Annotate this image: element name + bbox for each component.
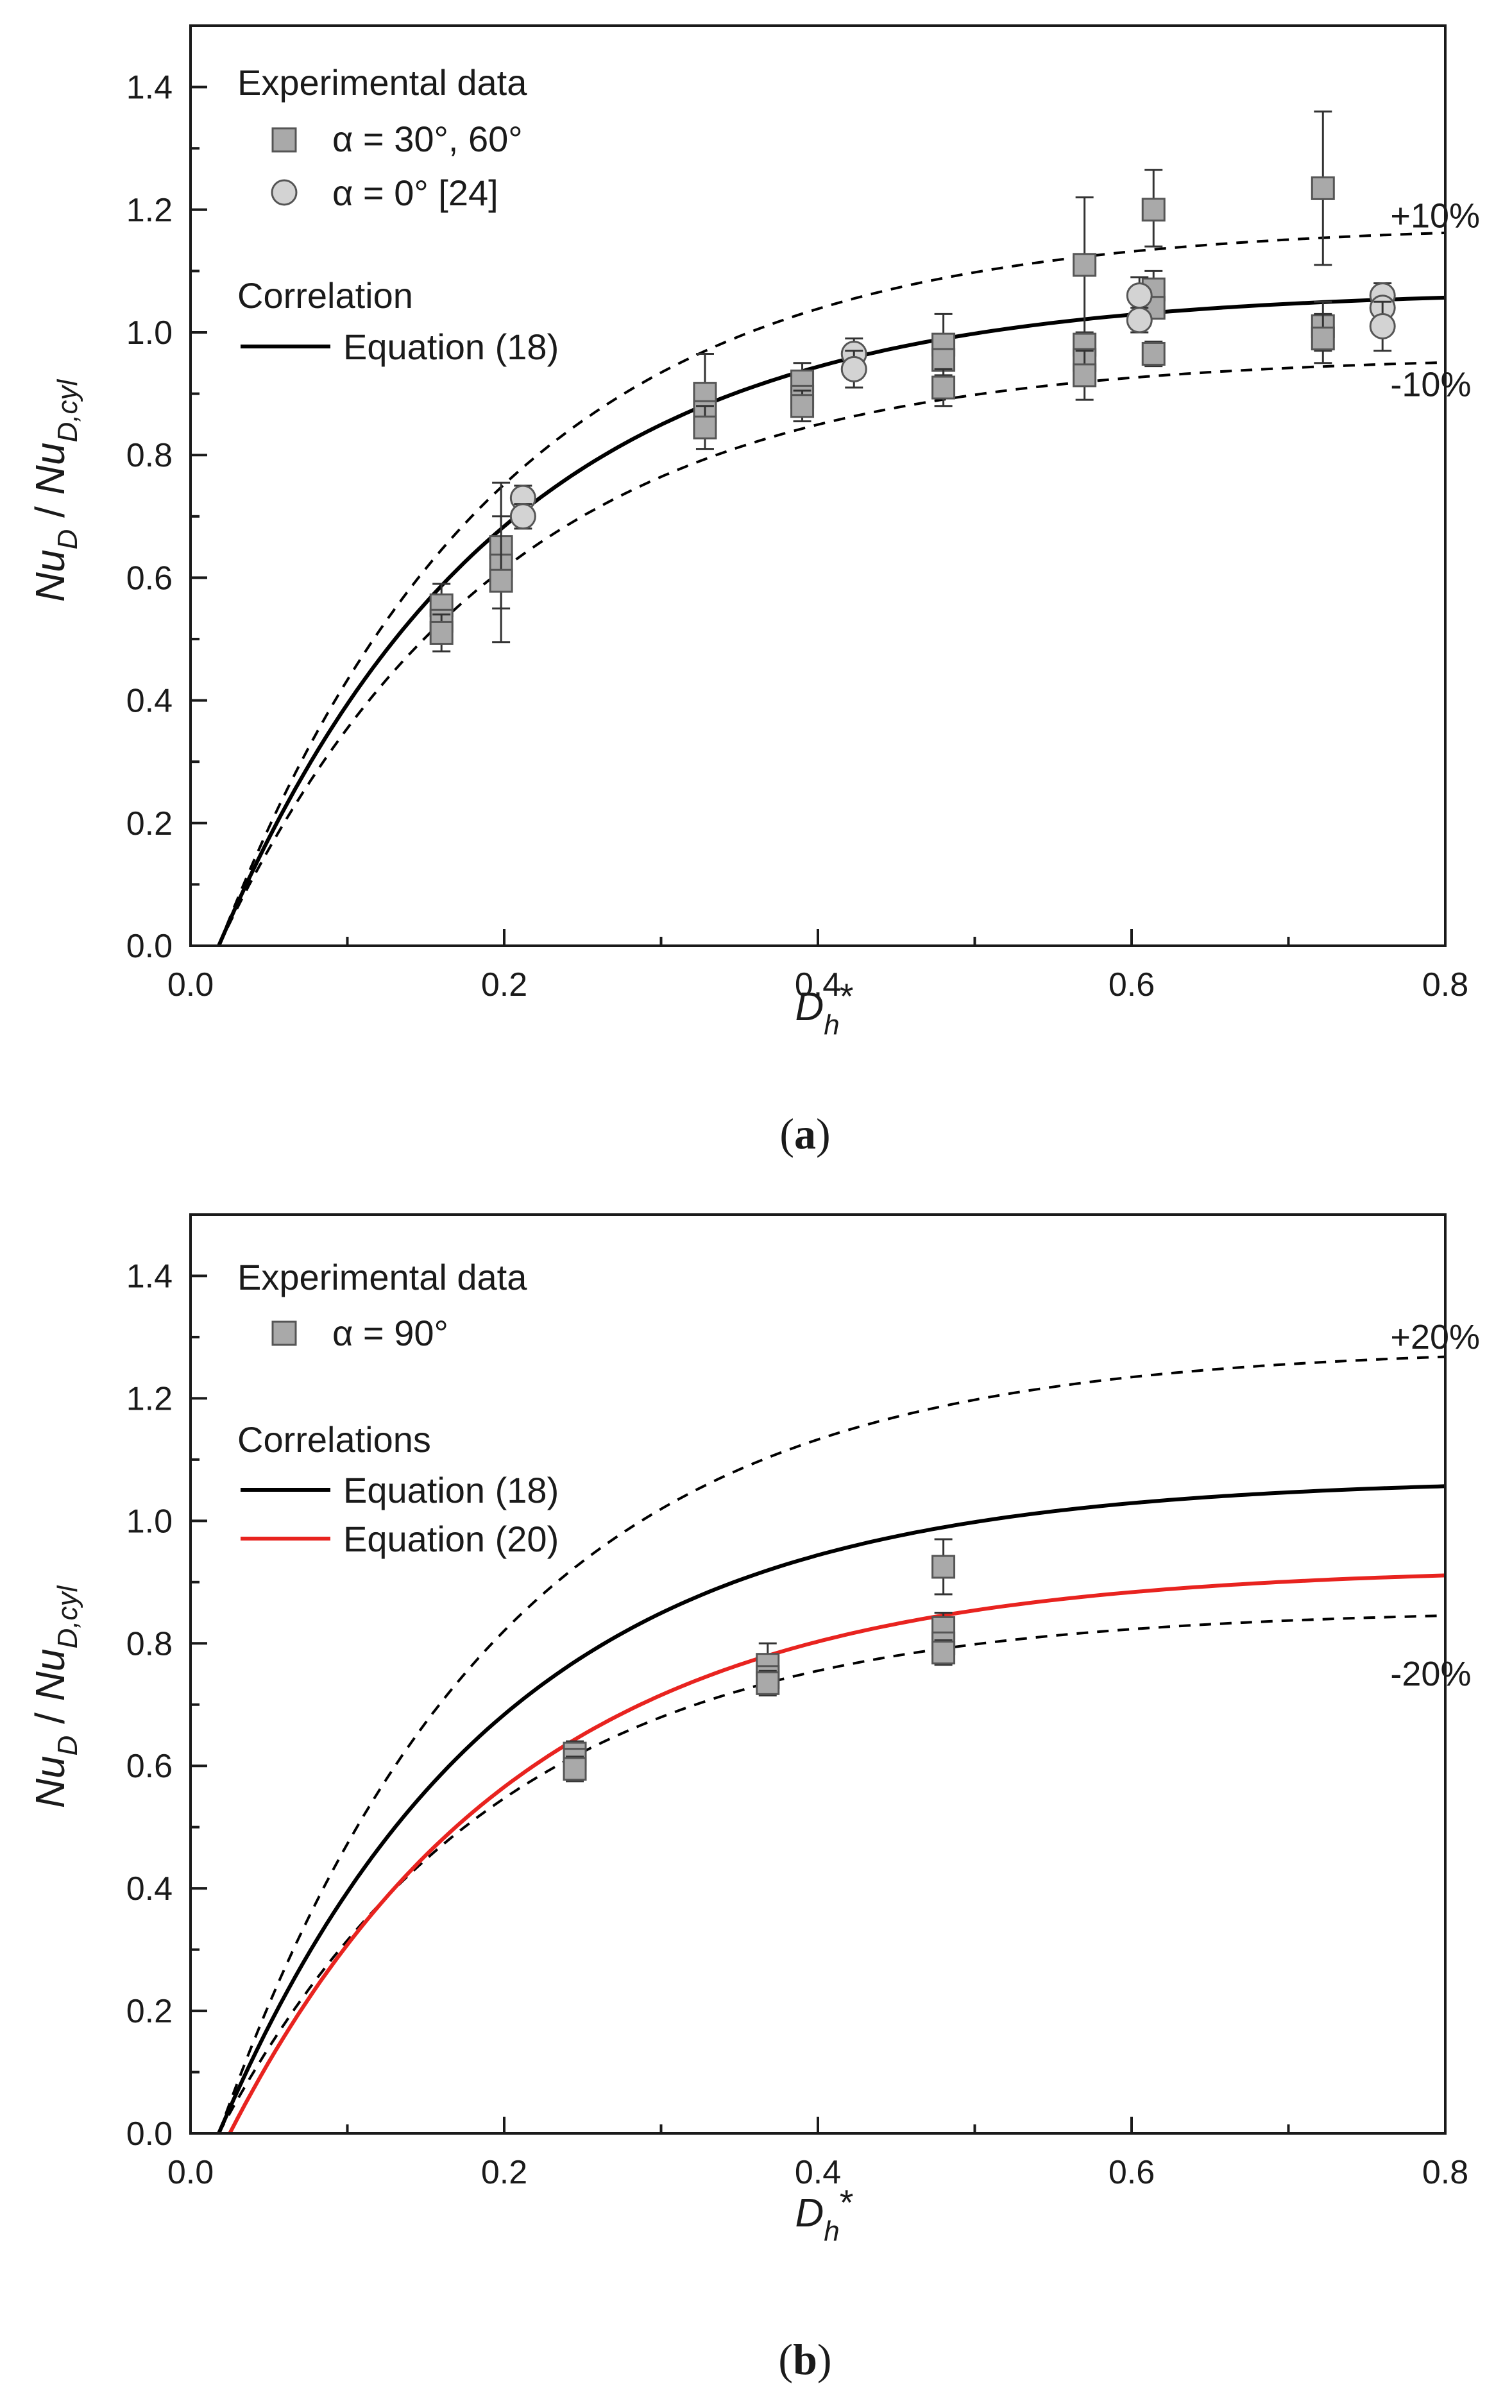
- y-tick-label: 0.4: [126, 1870, 173, 1908]
- data-point-square: [756, 1671, 780, 1695]
- panel-b-x-axis-title: Dh*: [795, 2182, 853, 2247]
- data-point-square: [1311, 176, 1335, 200]
- x-tick-label: 0.0: [167, 2154, 214, 2191]
- panel-a-legend-square-marker: [271, 127, 297, 153]
- data-point-square: [931, 375, 956, 400]
- y-tick-label: 1.0: [126, 314, 173, 352]
- panel-b-ticks: 0.0 0.2 0.4 0.6 0.8 0.0 0.2 0.4 0.6 0.8 1.0 1.2 1.4: [126, 1258, 1468, 2191]
- panel-a-legend-circle-marker: [271, 179, 298, 206]
- panel-a-curve-labels: +10% -10%: [1390, 196, 1480, 404]
- y-tick-label: 1.4: [126, 1258, 173, 1295]
- panel-a-legend-label-alpha-0: α = 0° [24]: [332, 173, 498, 213]
- data-point-square: [693, 415, 717, 440]
- data-point-square: [1073, 253, 1097, 277]
- x-tick-label: 0.6: [1109, 966, 1155, 1003]
- panel-b: 0.0 0.2 0.4 0.6 0.80.00.20.40.60.81.01.21.4 …: [27, 1213, 1480, 2384]
- data-point-square: [563, 1757, 587, 1781]
- panel-b-legend: Experimental data α = 90° Correlations E…: [237, 1257, 559, 1559]
- curve-label: -10%: [1390, 365, 1471, 404]
- y-tick-label: 0.6: [126, 559, 173, 597]
- y-tick-label: 1.2: [126, 192, 173, 229]
- data-point-square: [931, 1641, 956, 1665]
- x-tick-label: 0.4: [795, 966, 841, 1003]
- data-point-circle: [1126, 307, 1153, 334]
- panel-a-x-axis-title: Dh*: [795, 976, 853, 1041]
- panel-a-legend-label-alpha-30-60: α = 30°, 60°: [332, 119, 523, 159]
- y-tick-label: 0.4: [126, 683, 173, 720]
- curve-equation-18-: [217, 1484, 1446, 2135]
- panel-b-legend-label-equation-18: Equation (18): [343, 1470, 559, 1510]
- y-tick-label: 0.6: [126, 1748, 173, 1785]
- x-tick-label: 0.6: [1109, 2154, 1155, 2191]
- y-tick-label: 1.4: [126, 69, 173, 107]
- curve-label: +20%: [1390, 1318, 1480, 1356]
- x-tick-label: 0.2: [481, 966, 527, 1003]
- curve-equation-18-: [217, 295, 1446, 947]
- panel-a-legend-lines-title: Correlation: [237, 275, 413, 316]
- y-tick-label: 1.2: [126, 1380, 173, 1417]
- y-tick-label: 0.8: [126, 1625, 173, 1662]
- panel-a-legend-title: Experimental data: [237, 62, 527, 103]
- y-tick-label: 0.2: [126, 805, 173, 842]
- x-tick-label: 0.8: [1422, 966, 1468, 1003]
- y-tick-label: 0.2: [126, 1993, 173, 2030]
- panel-b-legend-lines-title: Correlations: [237, 1419, 431, 1460]
- x-tick-label: 0.8: [1422, 2154, 1468, 2191]
- panel-b-legend-label-alpha-90: α = 90°: [332, 1313, 448, 1353]
- panel-b-legend-title: Experimental data: [237, 1257, 527, 1297]
- x-tick-label: 0.2: [481, 2154, 527, 2191]
- panel-a-legend-label-equation-18: Equation (18): [343, 327, 559, 367]
- data-point-circle: [1369, 312, 1396, 339]
- data-point-square: [1311, 327, 1335, 351]
- x-tick-label: 0.4: [795, 2154, 841, 2191]
- data-point-square: [790, 394, 815, 418]
- data-point-square: [1141, 198, 1166, 222]
- data-point-square: [1141, 341, 1166, 366]
- panel-a: 0.0 0.2 0.4 0.6 0.80.00.20.40.60.81.01.21.4 …: [27, 24, 1480, 1158]
- y-tick-label: 0.8: [126, 437, 173, 474]
- curve-equation-20-: [228, 1573, 1446, 2135]
- panel-b-y-axis-title: NuD / NuD,cyl: [27, 1585, 83, 1809]
- curve-label: +10%: [1390, 196, 1480, 235]
- panel-b-curve-labels: +20% -20%: [1390, 1318, 1480, 1693]
- data-point-circle: [1126, 282, 1153, 309]
- y-tick-label: 0.0: [126, 928, 173, 965]
- curve--10-: [217, 361, 1446, 946]
- y-tick-label: 1.0: [126, 1503, 173, 1540]
- curve-label: -20%: [1390, 1655, 1471, 1693]
- panel-a-legend: Experimental data α = 30°, 60° α = 0° [2…: [237, 62, 559, 367]
- panel-a-y-axis-title: NuD / NuD,cyl: [27, 379, 83, 602]
- data-point-circle: [840, 355, 867, 382]
- panel-a-ticks: 0.0 0.2 0.4 0.6 0.8 0.0 0.2 0.4 0.6 0.8 1.0 1.2 1.4: [126, 69, 1468, 1003]
- curve--20-: [217, 1614, 1446, 2134]
- curve--10-: [217, 231, 1446, 946]
- data-point-square: [1073, 363, 1097, 388]
- y-tick-label: 0.0: [126, 2115, 173, 2153]
- data-point-circle: [509, 503, 536, 530]
- data-point-square: [931, 348, 956, 372]
- panel-a-caption: (a): [779, 1109, 830, 1158]
- panel-a-data-points: [429, 110, 1396, 653]
- panel-b-curves: [217, 1355, 1446, 2135]
- panel-b-caption: (b): [778, 2335, 831, 2384]
- panel-b-legend-square-marker: [271, 1320, 297, 1346]
- data-point-square: [429, 620, 454, 645]
- panel-a-curves: [217, 231, 1446, 947]
- data-point-square: [489, 568, 513, 593]
- panel-b-legend-label-equation-20: Equation (20): [343, 1519, 559, 1559]
- x-tick-label: 0.0: [167, 966, 214, 1003]
- data-point-square: [931, 1555, 956, 1579]
- panel-b-data-points: [563, 1538, 956, 1782]
- curve--20-: [217, 1355, 1446, 2134]
